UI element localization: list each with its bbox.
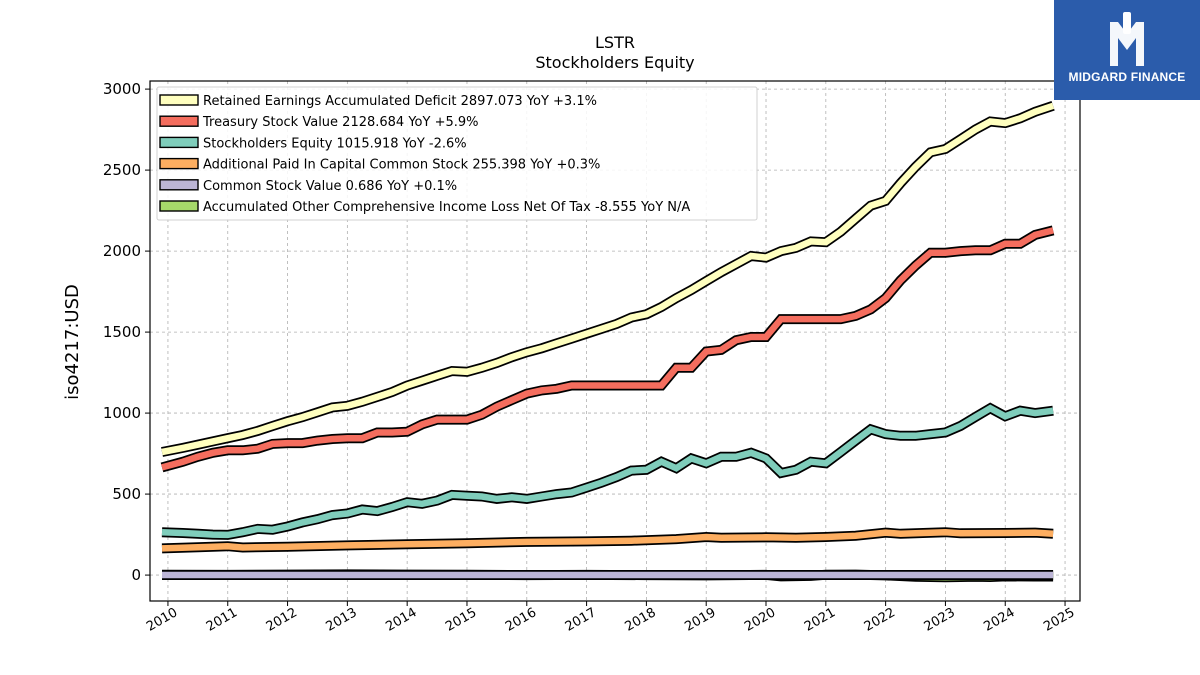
legend-item: Stockholders Equity 1015.918 YoY -2.6% — [159, 136, 467, 151]
x-tick-label: 2024 — [981, 605, 1017, 635]
x-axis: 2010 2011 2012 2013 2014 2015 2016 2017 2018 2019… — [144, 601, 1077, 635]
legend-item: Additional Paid In Capital Common Stock … — [159, 157, 600, 173]
legend-item: Accumulated Other Comprehensive Income L… — [159, 200, 690, 215]
brand-name: MIDGARD FINANCE — [1068, 70, 1186, 84]
y-tick-label: 2500 — [103, 161, 141, 179]
x-tick-label: 2015 — [443, 605, 479, 635]
brand-logo: MIDGARD FINANCE — [1054, 0, 1200, 100]
series-line — [161, 101, 1055, 457]
legend-swatch — [159, 179, 199, 191]
x-tick-label: 2013 — [324, 605, 360, 635]
legend-item: Common Stock Value 0.686 YoY +0.1% — [159, 179, 457, 194]
legend-label: Additional Paid In Capital Common Stock … — [203, 158, 600, 173]
chart-subtitle: Stockholders Equity — [535, 53, 694, 72]
legend-item: Treasury Stock Value 2128.684 YoY +5.9% — [159, 115, 479, 130]
y-tick-label: 500 — [112, 485, 141, 503]
series-line-fill — [161, 102, 1055, 456]
x-tick-label: 2022 — [862, 605, 898, 635]
series-line-fill — [161, 404, 1054, 539]
y-tick-label: 1000 — [103, 404, 141, 422]
x-tick-label: 2023 — [922, 605, 958, 635]
legend-label: Retained Earnings Accumulated Deficit 28… — [203, 94, 597, 109]
series-line — [161, 527, 1054, 554]
x-tick-label: 2016 — [503, 605, 539, 635]
series-line-outline — [161, 402, 1054, 540]
chart-title: LSTR — [595, 33, 635, 52]
x-tick-label: 2019 — [682, 605, 718, 635]
x-tick-label: 2018 — [623, 605, 659, 635]
series-line-fill — [161, 528, 1054, 552]
y-tick-label: 0 — [131, 566, 141, 584]
series-layer — [160, 101, 1055, 583]
legend: Retained Earnings Accumulated Deficit 28… — [156, 86, 758, 221]
y-tick-label: 3000 — [103, 80, 141, 98]
y-axis-label: iso4217:USD — [62, 284, 83, 400]
legend-box — [156, 86, 758, 221]
legend-swatch — [159, 157, 199, 170]
y-tick-label: 2000 — [103, 242, 141, 260]
series-line — [161, 402, 1054, 540]
legend-item: Retained Earnings Accumulated Deficit 28… — [159, 94, 597, 109]
x-tick-label: 2025 — [1041, 605, 1077, 635]
legend-label: Stockholders Equity 1015.918 YoY -2.6% — [203, 136, 467, 151]
midgard-logo-icon — [1110, 12, 1144, 66]
legend-swatch — [159, 200, 199, 212]
legend-label: Accumulated Other Comprehensive Income L… — [203, 200, 690, 215]
legend-swatch — [159, 94, 199, 106]
legend-swatch — [159, 115, 199, 127]
plot-frame — [149, 80, 1081, 602]
series-line-fill — [161, 227, 1054, 471]
legend-label: Common Stock Value 0.686 YoY +0.1% — [203, 179, 457, 194]
x-tick-label: 2021 — [802, 605, 838, 635]
legend-label: Treasury Stock Value 2128.684 YoY +5.9% — [202, 115, 479, 130]
x-tick-label: 2012 — [264, 605, 300, 635]
series-line — [160, 225, 1055, 473]
x-tick-label: 2020 — [742, 605, 778, 635]
legend-swatch — [159, 136, 199, 149]
y-tick-label: 1500 — [103, 323, 141, 341]
x-tick-label: 2014 — [383, 605, 419, 635]
y-axis: 0 500 1000 1500 2000 2500 3000 — [103, 80, 150, 584]
x-tick-label: 2010 — [144, 605, 180, 635]
x-tick-label: 2011 — [204, 605, 240, 635]
x-tick-label: 2017 — [563, 605, 599, 635]
